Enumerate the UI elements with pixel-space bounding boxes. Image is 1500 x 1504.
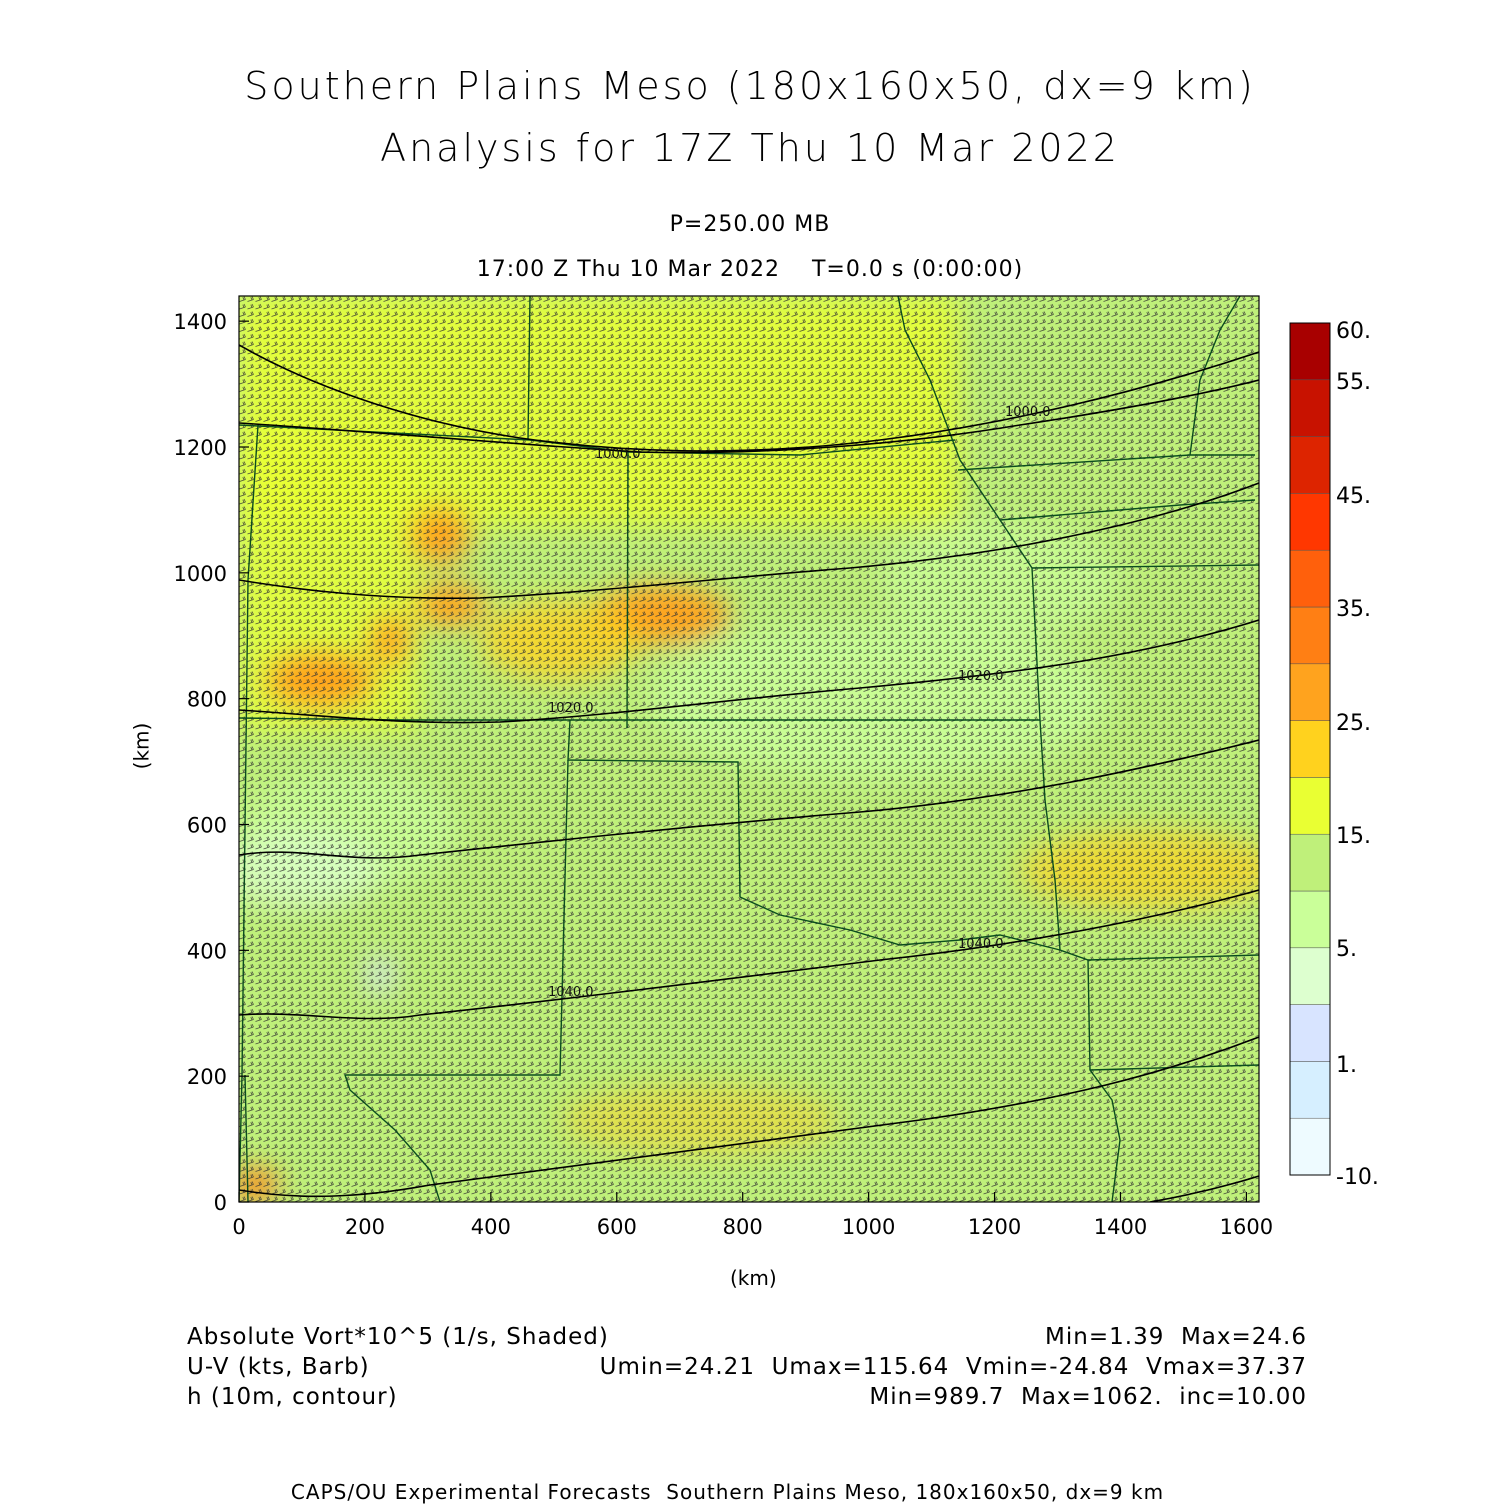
colorbar-label: 1. <box>1336 1053 1357 1078</box>
colorbar-frame <box>1289 322 1331 1176</box>
colorbar-swatch <box>1289 322 1331 381</box>
colorbar-label: 15. <box>1336 824 1371 849</box>
colorbar-label: 25. <box>1336 711 1371 736</box>
y-tick-label: 600 <box>187 814 227 838</box>
y-tick-label: 800 <box>187 688 227 712</box>
colorbar-swatch <box>1289 379 1331 437</box>
colorbar-swatch <box>1289 606 1331 665</box>
x-tick-label: 800 <box>723 1215 763 1239</box>
y-axis: 0 200 400 600 800 1000 1200 1400 <box>174 310 249 1215</box>
colorbar-swatch <box>1289 493 1331 551</box>
y-tick-label: 400 <box>187 939 227 963</box>
valid-time: 17:00 Z Thu 10 Mar 2022 T=0.0 s (0:00:00… <box>476 257 1024 282</box>
y-tick-label: 1400 <box>174 310 227 334</box>
y-axis-label: (km) <box>129 722 154 770</box>
x-axis: 0 200 400 600 800 1000 1200 1400 1600 <box>232 1192 1273 1239</box>
colorbar-swatch <box>1289 947 1331 1005</box>
contour-label: 1000.0 <box>1005 405 1051 420</box>
pressure-level: P=250.00 MB <box>669 212 831 237</box>
colorbar-swatch <box>1289 890 1331 949</box>
x-axis-label: (km) <box>730 1266 777 1290</box>
legend-stats-vorticity: Min=1.39 Max=24.6 <box>1045 1324 1307 1350</box>
colorbar-swatch <box>1289 663 1331 721</box>
y-tick-label: 0 <box>214 1191 227 1215</box>
colorbar-swatch <box>1289 833 1331 892</box>
contour-label: 1020.0 <box>548 701 594 716</box>
colorbar-label: 45. <box>1336 484 1371 509</box>
legend-stats-height: Min=989.7 Max=1062. inc=10.00 <box>869 1384 1307 1410</box>
legend-field-vorticity: Absolute Vort*10^5 (1/s, Shaded) <box>187 1324 609 1350</box>
colorbar-swatch <box>1289 1004 1331 1062</box>
x-tick-label: 200 <box>345 1215 385 1239</box>
colorbar-swatch <box>1289 720 1331 778</box>
x-tick-label: 1600 <box>1220 1215 1273 1239</box>
x-tick-label: 0 <box>232 1215 245 1239</box>
title-line-2: Analysis for 17Z Thu 10 Mar 2022 <box>380 126 1120 170</box>
colorbar-swatch <box>1289 1117 1331 1176</box>
plot-frame <box>238 295 1260 1203</box>
footer-credit: CAPS/OU Experimental Forecasts Southern … <box>290 1480 1165 1504</box>
colorbar-label: 60. <box>1336 319 1371 344</box>
colorbar-label: 5. <box>1336 937 1357 962</box>
x-tick-label: 1000 <box>842 1215 895 1239</box>
y-tick-label: 1200 <box>174 436 227 460</box>
contour-labels: 1000.0 1000.0 1020.0 1020.0 1040.0 1040.… <box>548 405 1051 1000</box>
x-tick-label: 1400 <box>1094 1215 1147 1239</box>
contour-label: 1040.0 <box>548 985 594 1000</box>
colorbar: 60. 55. 45. 35. 25. 15. 5. 1. -10. <box>1289 319 1379 1190</box>
legend-field-height: h (10m, contour) <box>187 1384 398 1410</box>
legend-field-wind: U-V (kts, Barb) <box>187 1354 370 1380</box>
colorbar-swatch <box>1289 1061 1331 1119</box>
colorbar-swatch <box>1289 549 1331 608</box>
x-tick-label: 600 <box>597 1215 637 1239</box>
title-line-1: Southern Plains Meso (180x160x50, dx=9 k… <box>244 64 1256 108</box>
height-contours <box>239 344 1259 1202</box>
contour-label: 1000.0 <box>595 447 641 462</box>
x-tick-label: 1200 <box>968 1215 1021 1239</box>
legend-stats-wind: Umin=24.21 Umax=115.64 Vmin=-24.84 Vmax=… <box>599 1354 1307 1380</box>
contour-label: 1020.0 <box>958 669 1004 684</box>
colorbar-label: 35. <box>1336 597 1371 622</box>
y-tick-label: 1000 <box>174 562 227 586</box>
contour-label: 1040.0 <box>958 937 1004 952</box>
y-tick-label: 200 <box>187 1065 227 1089</box>
colorbar-label: -10. <box>1336 1165 1379 1190</box>
x-tick-label: 400 <box>471 1215 511 1239</box>
state-boundaries <box>239 296 1259 1202</box>
colorbar-label: 55. <box>1336 370 1371 395</box>
colorbar-swatch <box>1289 436 1331 494</box>
wind-barbs <box>239 296 1259 1202</box>
colorbar-swatch <box>1289 777 1331 835</box>
